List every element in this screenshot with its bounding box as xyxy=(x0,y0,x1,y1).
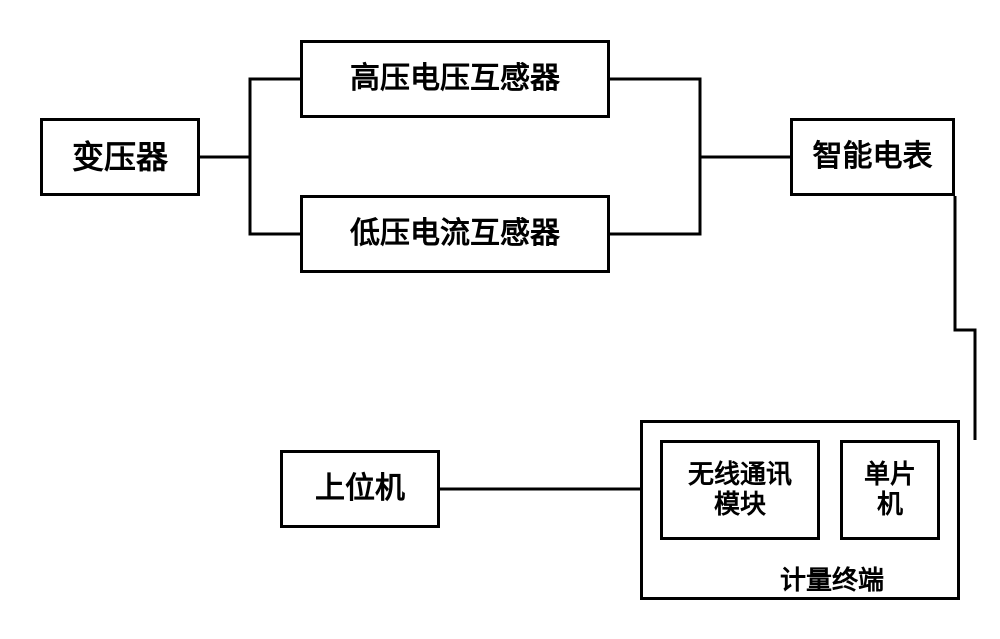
node-smart-meter: 智能电表 xyxy=(790,118,955,196)
edge-transformer-lv_current_transformer xyxy=(200,157,300,234)
node-transformer-label: 变压器 xyxy=(72,139,168,176)
metering-terminal-label: 计量终端 xyxy=(780,560,884,597)
node-host-computer: 上位机 xyxy=(280,450,440,528)
node-wireless-module: 无线通讯模块 xyxy=(660,440,820,540)
node-transformer: 变压器 xyxy=(40,118,200,196)
node-smart-meter-label: 智能电表 xyxy=(813,140,933,175)
node-wireless-module-label: 无线通讯模块 xyxy=(685,460,795,520)
node-hv-voltage-transformer: 高压电压互感器 xyxy=(300,40,610,118)
edge-hv_voltage_transformer-smart_meter xyxy=(610,79,790,157)
edge-transformer-hv_voltage_transformer xyxy=(200,79,300,157)
node-mcu-label: 单片机 xyxy=(860,460,920,520)
node-lv-current-transformer: 低压电流互感器 xyxy=(300,195,610,273)
node-hv-voltage-transformer-label: 高压电压互感器 xyxy=(350,62,560,97)
node-host-computer-label: 上位机 xyxy=(315,472,405,507)
node-mcu: 单片机 xyxy=(840,440,940,540)
edge-lv_current_transformer-smart_meter xyxy=(610,157,790,234)
edge-smart_meter-metering_terminal xyxy=(955,196,975,440)
diagram-canvas: 变压器 高压电压互感器 低压电流互感器 智能电表 上位机 无线通讯模块 单片机 … xyxy=(0,0,1000,639)
node-lv-current-transformer-label: 低压电流互感器 xyxy=(350,217,560,252)
